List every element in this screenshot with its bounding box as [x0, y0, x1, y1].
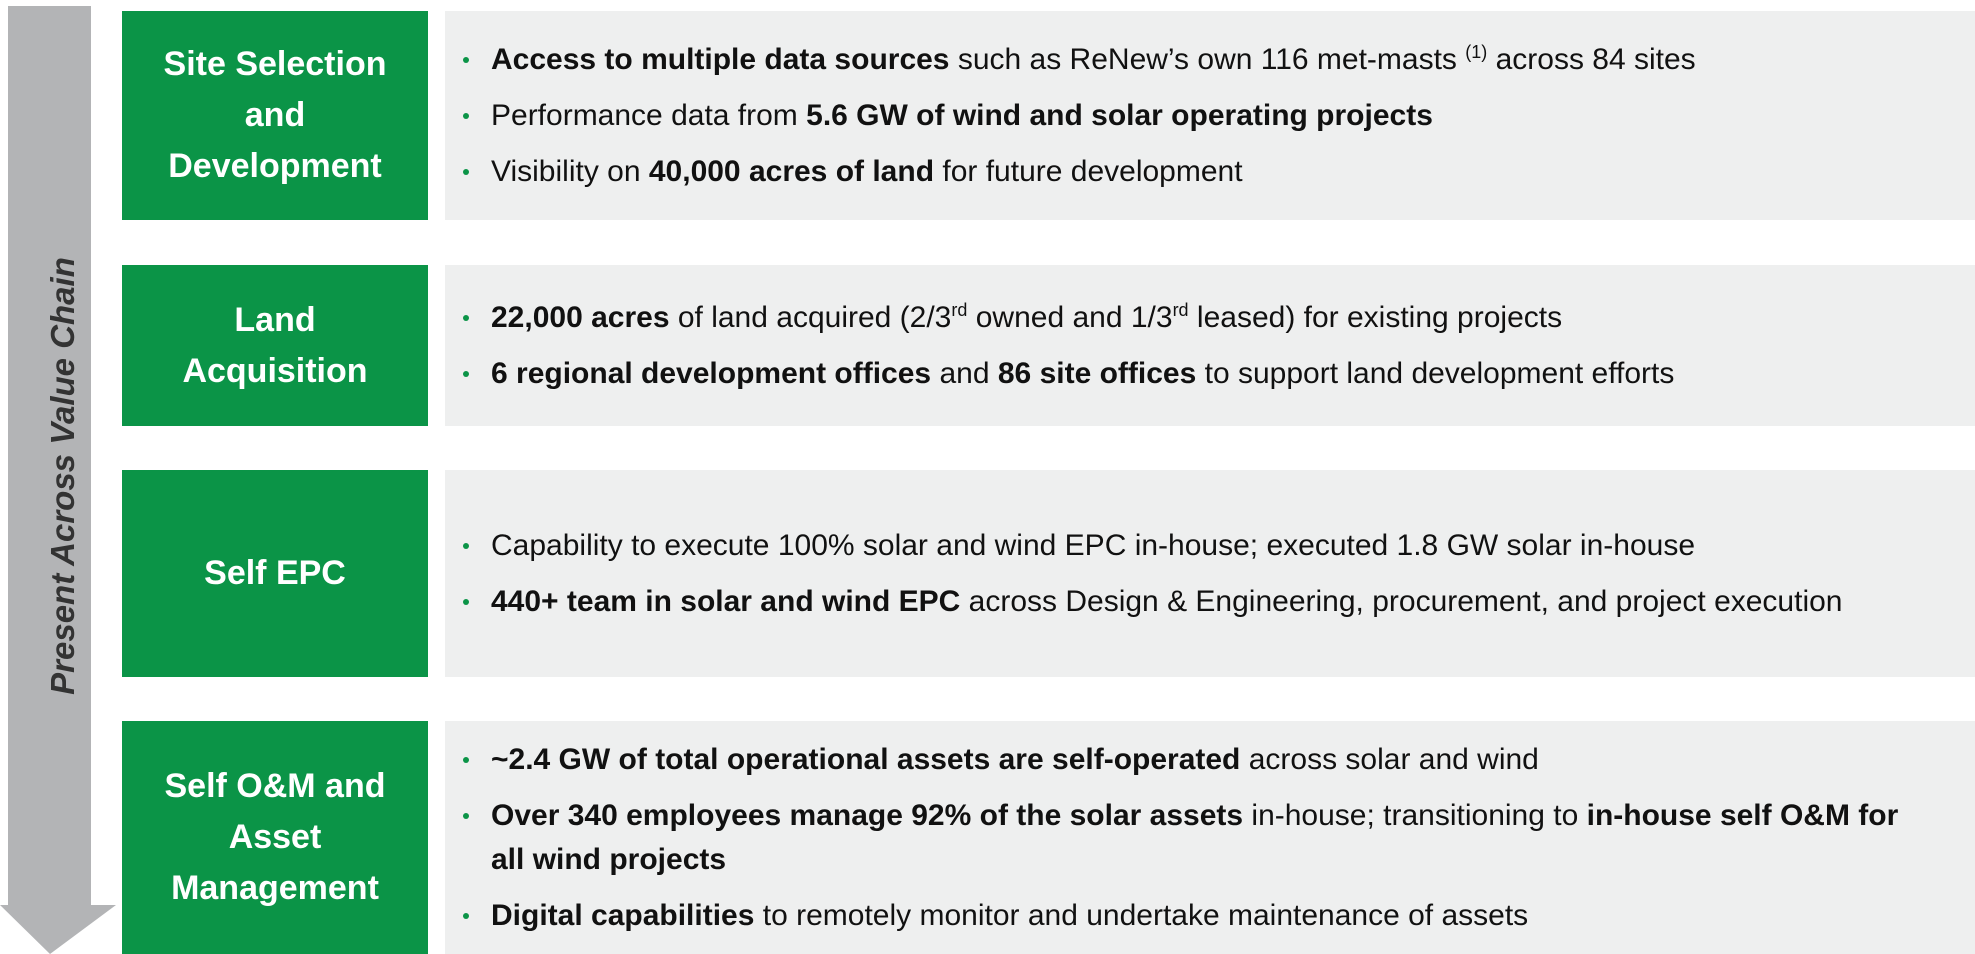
text-run: in-house self O&M for all wind projects: [491, 798, 1899, 876]
text-run: leased) for existing projects: [1188, 300, 1563, 334]
text-run: of land acquired (2/3: [669, 300, 952, 334]
text-run: Capability to execute 100% solar and win…: [491, 528, 1695, 562]
text-run: Digital capabilities: [491, 898, 755, 932]
side-label: Present Across Value Chain: [44, 257, 81, 695]
bullet-item: ~2.4 GW of total operational assets are …: [463, 738, 1935, 782]
stage-details: Access to multiple data sources such as …: [445, 11, 1975, 220]
superscript: rd: [1172, 299, 1189, 320]
bullet-item: Over 340 employees manage 92% of the sol…: [463, 794, 1935, 882]
bullet-item: Digital capabilities to remotely monitor…: [463, 894, 1935, 938]
bullet-item: Visibility on 40,000 acres of land for f…: [463, 150, 1935, 194]
stage-label: Site Selection and Development: [122, 11, 428, 220]
text-run: for future development: [934, 154, 1243, 188]
text-run: such as ReNew’s own 116 met-masts: [949, 42, 1466, 76]
text-run: in-house; transitioning to: [1243, 798, 1587, 832]
text-run: 5.6 GW of wind and solar operating proje…: [806, 98, 1433, 132]
text-run: 440+ team in solar and wind EPC: [491, 584, 961, 618]
text-run: Access to multiple data sources: [491, 42, 950, 76]
stage-details: ~2.4 GW of total operational assets are …: [445, 721, 1975, 954]
arrow-shape: [0, 6, 116, 954]
text-run: Performance data from: [491, 98, 807, 132]
bullet-item: 6 regional development offices and 86 si…: [463, 352, 1935, 396]
bullet-item: Capability to execute 100% solar and win…: [463, 524, 1935, 568]
text-run: 22,000 acres: [491, 300, 670, 334]
bullet-item: Performance data from 5.6 GW of wind and…: [463, 94, 1935, 138]
bullet-item: Access to multiple data sources such as …: [463, 38, 1935, 82]
text-run: across solar and wind: [1240, 742, 1539, 776]
superscript: rd: [951, 299, 968, 320]
text-run: 40,000 acres of land: [648, 154, 935, 188]
text-run: across 84 sites: [1487, 42, 1696, 76]
text-run: 86 site offices: [997, 356, 1197, 390]
superscript: (1): [1465, 41, 1488, 62]
bullet-item: 22,000 acres of land acquired (2/3rd own…: [463, 296, 1935, 340]
value-chain-arrow: [0, 6, 116, 954]
stage-details: 22,000 acres of land acquired (2/3rd own…: [445, 265, 1975, 426]
text-run: owned and 1/3: [967, 300, 1173, 334]
stage-label: Land Acquisition: [122, 265, 428, 426]
text-run: Over 340 employees manage 92% of the sol…: [491, 798, 1244, 832]
bullet-item: 440+ team in solar and wind EPC across D…: [463, 580, 1935, 624]
text-run: Visibility on: [491, 154, 649, 188]
text-run: ~2.4 GW of total operational assets are …: [491, 742, 1241, 776]
stage-label: Self EPC: [122, 470, 428, 677]
text-run: to support land development efforts: [1196, 356, 1675, 390]
text-run: and: [931, 356, 998, 390]
stage-details: Capability to execute 100% solar and win…: [445, 470, 1975, 677]
stage-label: Self O&M and Asset Management: [122, 721, 428, 954]
text-run: across Design & Engineering, procurement…: [960, 584, 1843, 618]
text-run: 6 regional development offices: [491, 356, 932, 390]
text-run: to remotely monitor and undertake mainte…: [754, 898, 1529, 932]
